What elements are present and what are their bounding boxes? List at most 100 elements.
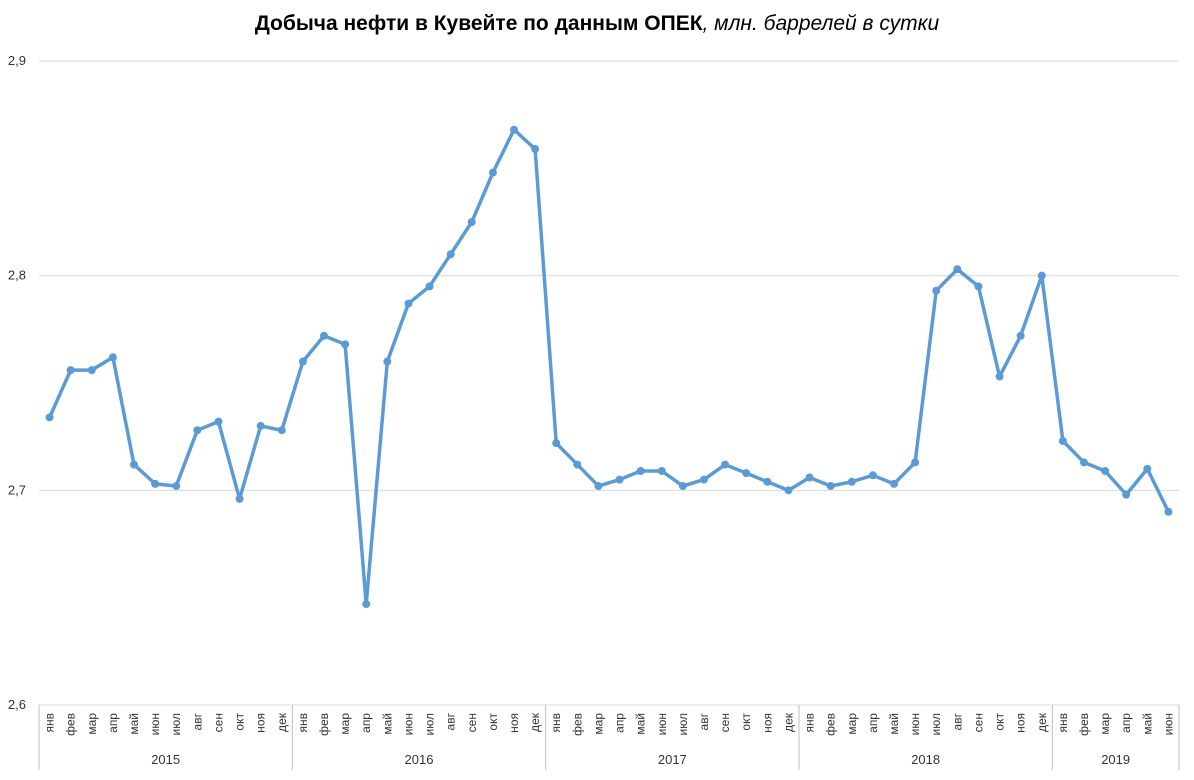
y-tick-label: 2,9: [8, 53, 26, 68]
x-tick-month-label: ноя: [1014, 713, 1028, 733]
data-point: [404, 299, 413, 308]
x-tick-month-label: авг: [950, 712, 964, 730]
x-tick-month-label: апр: [613, 713, 627, 733]
x-tick-month-label: сен: [211, 713, 225, 732]
chart-title: Добыча нефти в Кувейте по данным ОПЕК, м…: [0, 12, 1194, 36]
x-tick-month-label: ноя: [760, 713, 774, 733]
x-tick-month-label: мар: [85, 713, 99, 735]
x-tick-month-label: июн: [655, 713, 669, 735]
x-tick-month-label: июл: [929, 713, 943, 735]
x-tick-month-label: авг: [190, 712, 204, 730]
data-point: [531, 145, 540, 154]
x-tick-month-label: фев: [824, 713, 838, 736]
data-point: [193, 426, 202, 435]
x-tick-month-label: мар: [1098, 713, 1112, 735]
data-point: [467, 218, 476, 226]
x-tick-month-label: июл: [169, 713, 183, 735]
data-point: [510, 125, 518, 134]
gridlines: [39, 60, 1179, 706]
x-tick-month-label: июн: [908, 713, 922, 735]
x-tick-month-label: сен: [718, 713, 732, 732]
data-point: [45, 413, 54, 422]
data-point: [974, 282, 983, 291]
x-tick-month-label: окт: [739, 713, 753, 731]
data-point: [320, 331, 328, 340]
x-tick-month-label: май: [887, 713, 901, 735]
data-point: [594, 482, 603, 491]
data-point: [678, 482, 687, 491]
x-tick-month-label: дек: [781, 712, 795, 732]
data-point: [256, 421, 265, 430]
y-tick-label: 2,7: [8, 482, 26, 497]
data-point: [911, 458, 920, 467]
x-tick-month-label: фев: [64, 713, 78, 736]
data-point: [995, 372, 1004, 381]
x-tick-month-label: мар: [338, 713, 352, 735]
data-point: [151, 479, 160, 488]
x-tick-month-label: ноя: [507, 713, 521, 733]
data-point: [277, 426, 286, 435]
x-year-label: 2016: [405, 752, 434, 767]
data-point: [742, 469, 751, 478]
series-line: [47, 127, 1171, 606]
x-tick-month-label: дек: [1035, 712, 1049, 732]
x-year-label: 2019: [1101, 752, 1130, 767]
x-tick-month-label: июн: [401, 713, 415, 735]
data-point: [66, 366, 75, 375]
data-point: [700, 475, 708, 484]
y-axis-ticks: 2,6 2,7 2,8 2,9: [8, 53, 26, 712]
data-point: [446, 250, 455, 259]
x-tick-month-label: дек: [528, 712, 542, 732]
data-point: [235, 494, 244, 503]
x-tick-month-label: апр: [1119, 713, 1133, 733]
data-point: [298, 357, 307, 366]
x-tick-month-label: фев: [570, 713, 584, 736]
data-point: [657, 467, 666, 476]
x-tick-month-label: май: [634, 713, 648, 735]
data-point: [953, 265, 962, 274]
data-point: [763, 477, 772, 486]
x-tick-month-label: окт: [993, 713, 1007, 731]
x-tick-month-label: июн: [1161, 713, 1175, 735]
x-tick-month-label: май: [1140, 713, 1154, 735]
data-point: [1101, 467, 1110, 476]
x-tick-month-label: янв: [803, 713, 817, 733]
data-point: [1143, 464, 1152, 473]
data-point: [1122, 490, 1131, 499]
data-point: [362, 600, 371, 609]
x-tick-month-label: янв: [43, 713, 57, 733]
x-tick-month-label: сен: [971, 713, 985, 732]
data-point: [87, 366, 96, 375]
x-tick-month-label: сен: [465, 713, 479, 732]
x-tick-month-label: фев: [1077, 713, 1091, 736]
data-point: [847, 477, 856, 486]
data-point: [1164, 507, 1173, 516]
data-point: [108, 353, 117, 362]
data-point: [425, 282, 434, 291]
data-point: [615, 475, 624, 484]
data-point: [214, 417, 223, 426]
data-point: [932, 286, 941, 295]
x-tick-month-label: апр: [359, 713, 373, 733]
data-point: [805, 473, 814, 482]
data-point: [488, 168, 497, 177]
x-tick-month-label: май: [127, 713, 141, 735]
data-point: [573, 460, 582, 469]
data-point: [1016, 331, 1025, 340]
x-year-label: 2018: [911, 752, 940, 767]
x-tick-month-label: янв: [296, 713, 310, 733]
data-point: [383, 357, 392, 366]
x-tick-month-label: янв: [1056, 713, 1070, 733]
x-tick-month-label: апр: [106, 713, 120, 733]
x-tick-month-label: авг: [444, 712, 458, 730]
data-point: [552, 439, 561, 448]
x-axis: янв фев мар апр май июн июл авг сен окт ноя дек янв ф…: [38, 705, 1180, 770]
data-point: [1058, 436, 1067, 445]
x-tick-month-label: июл: [676, 713, 690, 735]
data-point: [172, 482, 181, 491]
x-tick-month-label: мар: [591, 713, 605, 735]
x-year-label: 2015: [151, 752, 180, 767]
x-tick-month-label: июн: [148, 713, 162, 735]
data-point: [341, 340, 350, 349]
data-point: [721, 460, 730, 469]
